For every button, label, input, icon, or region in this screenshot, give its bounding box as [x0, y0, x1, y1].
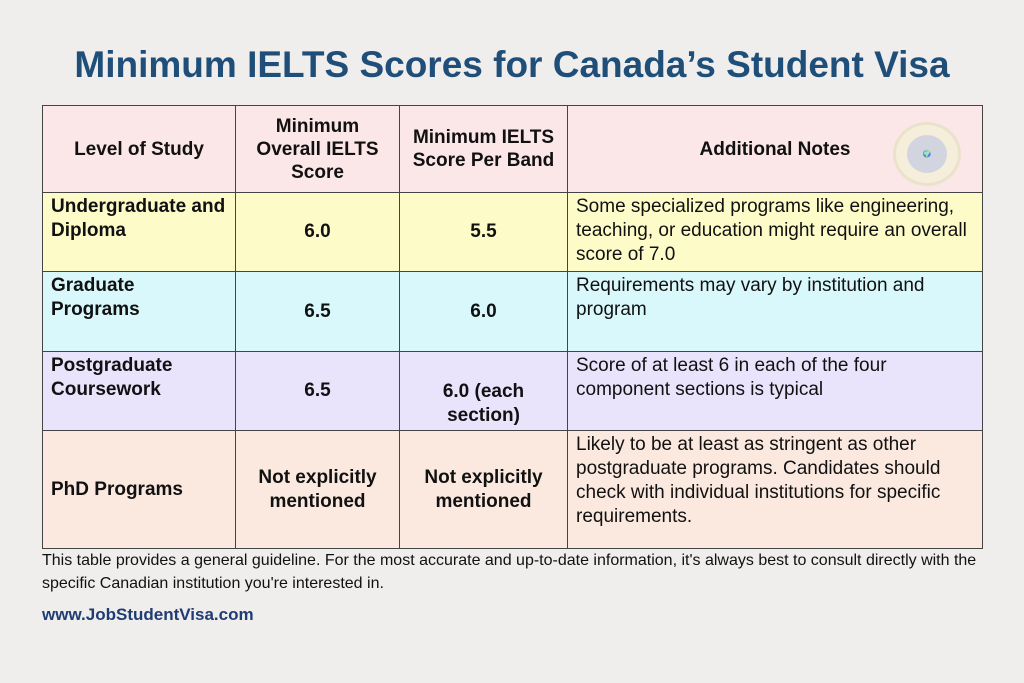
band-cell: Not explicitly mentioned — [399, 430, 568, 549]
band-cell: 5.5 — [399, 192, 568, 272]
overall-cell: 6.5 — [235, 351, 400, 431]
band-cell: 6.0 (each section) — [399, 351, 568, 431]
header-overall: Minimum Overall IELTS Score — [235, 105, 400, 193]
table-row: PhD Programs Not explicitly mentioned No… — [42, 430, 983, 549]
overall-cell: 6.0 — [235, 192, 400, 272]
notes-cell: Requirements may vary by institution and… — [567, 271, 983, 352]
ielts-table: Level of Study Minimum Overall IELTS Sco… — [42, 105, 983, 549]
level-cell: Undergraduate and Diploma — [42, 192, 236, 272]
overall-cell: 6.5 — [235, 271, 400, 352]
website-link[interactable]: www.JobStudentVisa.com — [42, 605, 254, 624]
notes-cell: Score of at least 6 in each of the four … — [567, 351, 983, 431]
notes-cell: Some specialized programs like engineeri… — [567, 192, 983, 272]
level-cell: PhD Programs — [42, 430, 236, 549]
footnote: This table provides a general guideline.… — [42, 552, 977, 592]
level-cell: Graduate Programs — [42, 271, 236, 352]
header-band: Minimum IELTS Score Per Band — [399, 105, 568, 193]
band-cell: 6.0 — [399, 271, 568, 352]
level-cell: Postgraduate Coursework — [42, 351, 236, 431]
table-header-row: Level of Study Minimum Overall IELTS Sco… — [42, 105, 983, 193]
table-row: Graduate Programs 6.5 6.0 Requirements m… — [42, 271, 983, 352]
table-row: Postgraduate Coursework 6.5 6.0 (each se… — [42, 351, 983, 431]
page-title: Minimum IELTS Scores for Canada’s Studen… — [74, 44, 950, 85]
notes-cell: Likely to be at least as stringent as ot… — [567, 430, 983, 549]
overall-cell: Not explicitly mentioned — [235, 430, 400, 549]
logo-seal-icon: 🌍 — [893, 122, 961, 186]
table-row: Undergraduate and Diploma 6.0 5.5 Some s… — [42, 192, 983, 272]
header-level: Level of Study — [42, 105, 236, 193]
